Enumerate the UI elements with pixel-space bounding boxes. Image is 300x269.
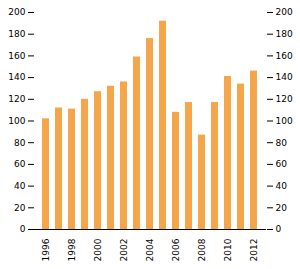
- svg-text:0: 0: [20, 224, 26, 234]
- svg-text:2002: 2002: [119, 239, 129, 262]
- svg-text:2010: 2010: [223, 238, 233, 261]
- svg-text:140: 140: [276, 72, 293, 82]
- svg-text:2004: 2004: [145, 238, 155, 261]
- svg-text:2008: 2008: [197, 238, 207, 261]
- svg-text:100: 100: [276, 116, 293, 126]
- svg-text:80: 80: [14, 138, 26, 148]
- svg-text:20: 20: [276, 203, 288, 213]
- svg-text:160: 160: [8, 51, 25, 61]
- svg-text:140: 140: [8, 72, 25, 82]
- svg-text:40: 40: [14, 181, 26, 191]
- svg-text:200: 200: [276, 7, 293, 17]
- svg-text:60: 60: [276, 159, 288, 169]
- svg-text:120: 120: [8, 94, 25, 104]
- svg-text:180: 180: [8, 29, 25, 39]
- svg-text:60: 60: [14, 159, 26, 169]
- svg-text:120: 120: [276, 94, 293, 104]
- svg-text:180: 180: [276, 29, 293, 39]
- svg-text:100: 100: [8, 116, 25, 126]
- svg-text:20: 20: [14, 203, 26, 213]
- svg-text:40: 40: [276, 181, 288, 191]
- svg-text:200: 200: [8, 7, 25, 17]
- svg-text:2000: 2000: [93, 238, 103, 261]
- svg-text:1998: 1998: [67, 238, 77, 261]
- svg-text:160: 160: [276, 51, 293, 61]
- svg-text:2012: 2012: [249, 239, 259, 262]
- svg-text:0: 0: [276, 224, 282, 234]
- svg-text:2006: 2006: [171, 238, 181, 261]
- svg-text:80: 80: [276, 138, 288, 148]
- svg-text:1996: 1996: [41, 238, 51, 261]
